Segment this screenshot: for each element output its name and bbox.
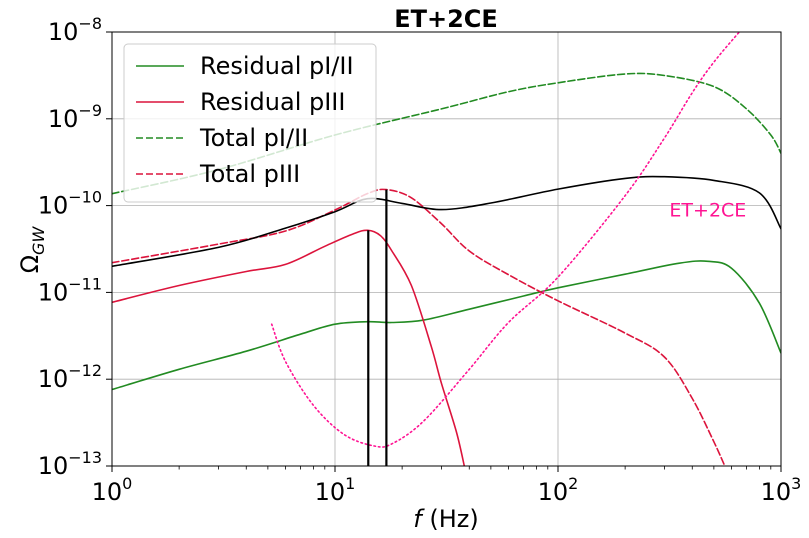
x-tick-label: 100	[92, 474, 133, 506]
series-line-residual-piii	[112, 229, 466, 466]
tick-labels: 100 101 102 103 10−13 10−12 10−11 10−10 10−9 10−8	[38, 14, 802, 506]
annotations: ET+2CE	[669, 199, 746, 221]
legend-label-total-pi-ii: Total pI/II	[199, 124, 308, 152]
legend: Residual pI/II Residual pIII Total pI/II To…	[123, 43, 377, 203]
y-tick-label: 10−11	[38, 274, 102, 306]
y-axis-label: ΩGW	[16, 226, 48, 274]
axes-frame	[111, 31, 782, 467]
x-axis-label-unit: (Hz)	[422, 505, 479, 533]
tick-marks	[106, 31, 782, 472]
y-tick-label: 10−12	[38, 361, 102, 393]
legend-label-total-piii: Total pIII	[199, 160, 300, 188]
y-tick-label: 10−8	[48, 14, 102, 46]
y-axis-label-symbol: Ω	[16, 255, 44, 273]
x-tick-label: 102	[538, 474, 579, 506]
chart-title: ET+2CE	[394, 5, 498, 33]
legend-label-residual-piii: Residual pIII	[200, 88, 345, 116]
y-tick-label: 10−10	[38, 188, 102, 220]
y-tick-label: 10−13	[38, 448, 102, 480]
series-group	[112, 32, 781, 466]
plot-area	[112, 32, 781, 466]
curve-annotation: ET+2CE	[669, 199, 746, 221]
legend-box	[123, 43, 377, 203]
series-line-residual-pi-ii	[112, 260, 781, 391]
legend-label-residual-pi-ii: Residual pI/II	[200, 52, 354, 80]
x-tick-label: 101	[315, 474, 356, 506]
x-axis-label: f (Hz)	[413, 505, 478, 533]
series-line-dotted-5	[270, 32, 741, 448]
series-line-solid-4	[112, 175, 781, 268]
x-tick-label: 103	[761, 474, 802, 506]
y-tick-label: 10−9	[48, 101, 102, 133]
series-line-total-piii	[112, 188, 726, 466]
y-axis-label-subscript: GW	[29, 226, 48, 255]
